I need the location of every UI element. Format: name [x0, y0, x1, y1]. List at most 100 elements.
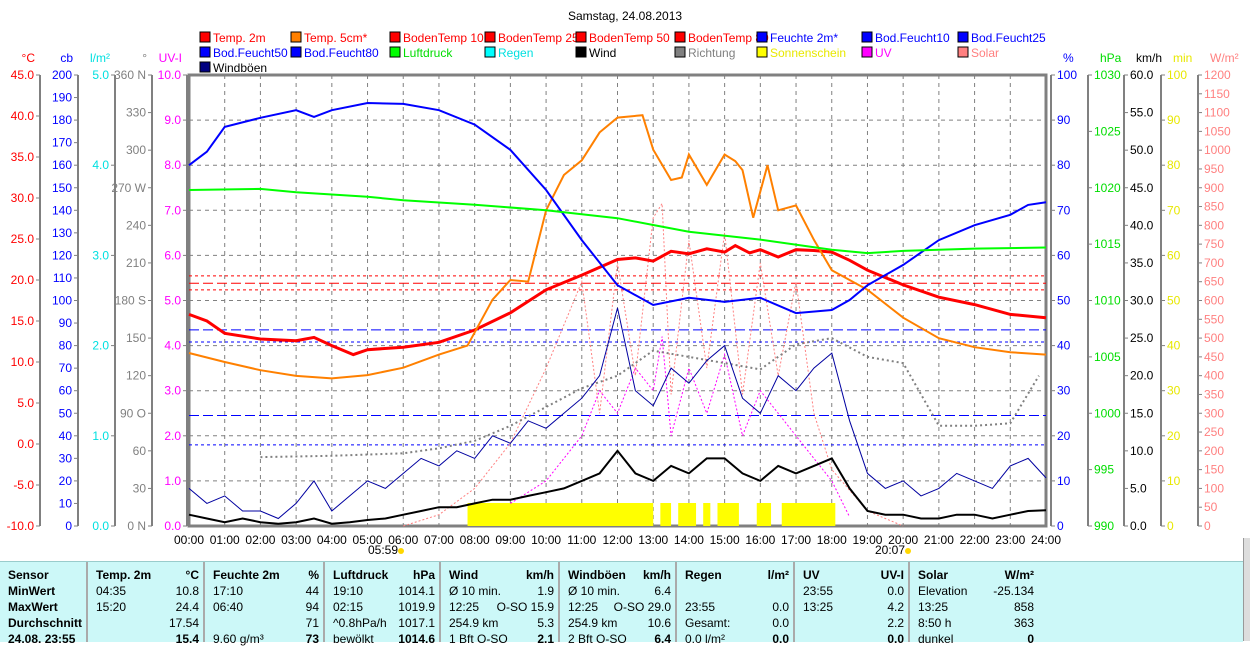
axis-unit-label: ° [142, 51, 147, 65]
legend-label: Wind [589, 46, 616, 60]
legend-label: Solar [971, 46, 999, 60]
axis-tick-label: 360 N [114, 68, 146, 82]
legend-swatch [484, 31, 496, 43]
axis-tick-label: 30 [1167, 384, 1181, 398]
axis-tick-label: 140 [52, 203, 72, 217]
axis-tick-label: 100 [1167, 68, 1187, 82]
axis-tick-label: 10.0 [158, 68, 182, 82]
axis-tick-label: 0 N [127, 519, 146, 533]
axis-tick-label: 30 [59, 451, 73, 465]
axis-tick-label: 1025 [1094, 124, 1121, 138]
table-cell-value: 5.3 [537, 616, 554, 630]
legend-label: UV [875, 46, 892, 60]
axis-tick-label: 270 W [111, 181, 146, 195]
table-header: Windböen [568, 568, 626, 582]
table-row-label: MaxWert [8, 600, 58, 614]
x-tick-label: 16:00 [745, 533, 775, 547]
table-header-unit: km/h [642, 568, 671, 582]
table-cell-value: 24.4 [175, 600, 199, 614]
sunshine-bar [467, 503, 654, 526]
legend-label: BodenTemp 50 [589, 31, 670, 45]
legend-swatch [861, 46, 873, 58]
statistics-table: Sensor Temp. 2m °C Feuchte 2m% Luftdruck hPa W… [0, 561, 1243, 646]
table-cell-time: Elevation [918, 584, 968, 598]
table-cell-time: 13:25 [918, 600, 949, 614]
axis-tick-label: 30.0 [1130, 294, 1154, 308]
axis-tick-label: 250 [1204, 425, 1224, 439]
axis-tick-label: 15.0 [1130, 406, 1154, 420]
axis-tick-label: 0.0 [17, 437, 34, 451]
axis-tick-label: 240 [126, 218, 146, 232]
legend-swatch [199, 31, 211, 43]
axis-unit-label: km/h [1136, 51, 1162, 65]
axis-tick-label: 650 [1204, 275, 1224, 289]
axis-tick-label: 35.0 [11, 150, 35, 164]
x-tick-label: 12:00 [602, 533, 632, 547]
table-row-label: Durchschnitt [8, 616, 83, 630]
axis-tick-label: 20 [1057, 429, 1071, 443]
table-cell-value: 1.9 [537, 584, 554, 598]
table-cell-value: 1019.9 [398, 600, 435, 614]
axis-tick-label: 200 [1204, 444, 1224, 458]
chart-title: Samstag, 24.08.2013 [568, 9, 682, 23]
axis-tick-label: 4.0 [92, 158, 109, 172]
axis-tick-label: 5.0 [92, 68, 109, 82]
legend-swatch [575, 31, 587, 43]
axis-tick-label: 995 [1094, 463, 1114, 477]
x-tick-label: 00:00 [174, 533, 204, 547]
axis-tick-label: 25.0 [11, 232, 35, 246]
axis-unit-label: hPa [1100, 51, 1122, 65]
axis-tick-label: 1000 [1204, 143, 1231, 157]
table-cell-time: 8:50 h [918, 616, 952, 630]
x-tick-label: 24:00 [1031, 533, 1061, 547]
table-column [88, 562, 205, 642]
axis-tick-label: 0.0 [164, 519, 181, 533]
sunshine-bar [660, 503, 672, 526]
axis-tick-label: 300 [126, 143, 146, 157]
table-header: Feuchte 2m [213, 568, 280, 582]
axis-tick-label: 80 [1057, 158, 1071, 172]
axis-tick-label: 60.0 [1130, 68, 1154, 82]
x-tick-label: 10:00 [531, 533, 561, 547]
axis-tick-label: 40 [1167, 339, 1181, 353]
table-cell-time: 06:40 [213, 600, 244, 614]
series-feuchte-2m- [188, 101, 1047, 315]
legend-swatch [389, 46, 401, 58]
axis-tick-label: 10.0 [1130, 444, 1154, 458]
axis-tick-label: 6.0 [164, 248, 181, 262]
axis-tick-label: 150 [52, 181, 72, 195]
axis-tick-label: -10.0 [7, 519, 35, 533]
x-tick-label: 17:00 [781, 533, 811, 547]
legend-swatch [389, 31, 401, 43]
sunshine-bar [781, 503, 836, 526]
axis-tick-label: 180 [52, 113, 72, 127]
legend-swatch [199, 46, 211, 58]
axis-tick-label: 160 [52, 158, 72, 172]
x-tick-label: 14:00 [674, 533, 704, 547]
legend-label: BodenTemp 10 [403, 31, 484, 45]
table-cell-time: 12:25 [449, 600, 480, 614]
table-cell-value: 4.2 [887, 600, 904, 614]
axis-tick-label: 9.0 [164, 113, 181, 127]
axis-tick-label: 10 [59, 496, 73, 510]
axis-tick-label: 90 [59, 316, 73, 330]
vertical-scrollbar[interactable] [1243, 538, 1250, 641]
axis-tick-label: 120 [126, 369, 146, 383]
axis-tick-label: 1005 [1094, 350, 1121, 364]
x-tick-label: 18:00 [817, 533, 847, 547]
axis-unit-label: UV-I [159, 51, 182, 65]
legend-label: Regen [498, 46, 533, 60]
table-header-unit: % [308, 568, 319, 582]
table-cell-value: 0 [1027, 632, 1034, 646]
axis-tick-label: 1100 [1204, 106, 1230, 120]
axis-tick-label: 8.0 [164, 158, 181, 172]
legend-label: Bod.Feucht80 [304, 46, 379, 60]
axis-tick-label: 850 [1204, 200, 1224, 214]
table-header-unit: UV-I [880, 568, 904, 582]
table-header: Temp. 2m [96, 568, 152, 582]
axis-tick-label: 110 [53, 271, 72, 285]
legend-swatch [290, 31, 302, 43]
table-header-unit: hPa [412, 568, 435, 582]
axis-tick-label: 25.0 [1130, 331, 1154, 345]
axis-unit-label: W/m² [1210, 51, 1239, 65]
